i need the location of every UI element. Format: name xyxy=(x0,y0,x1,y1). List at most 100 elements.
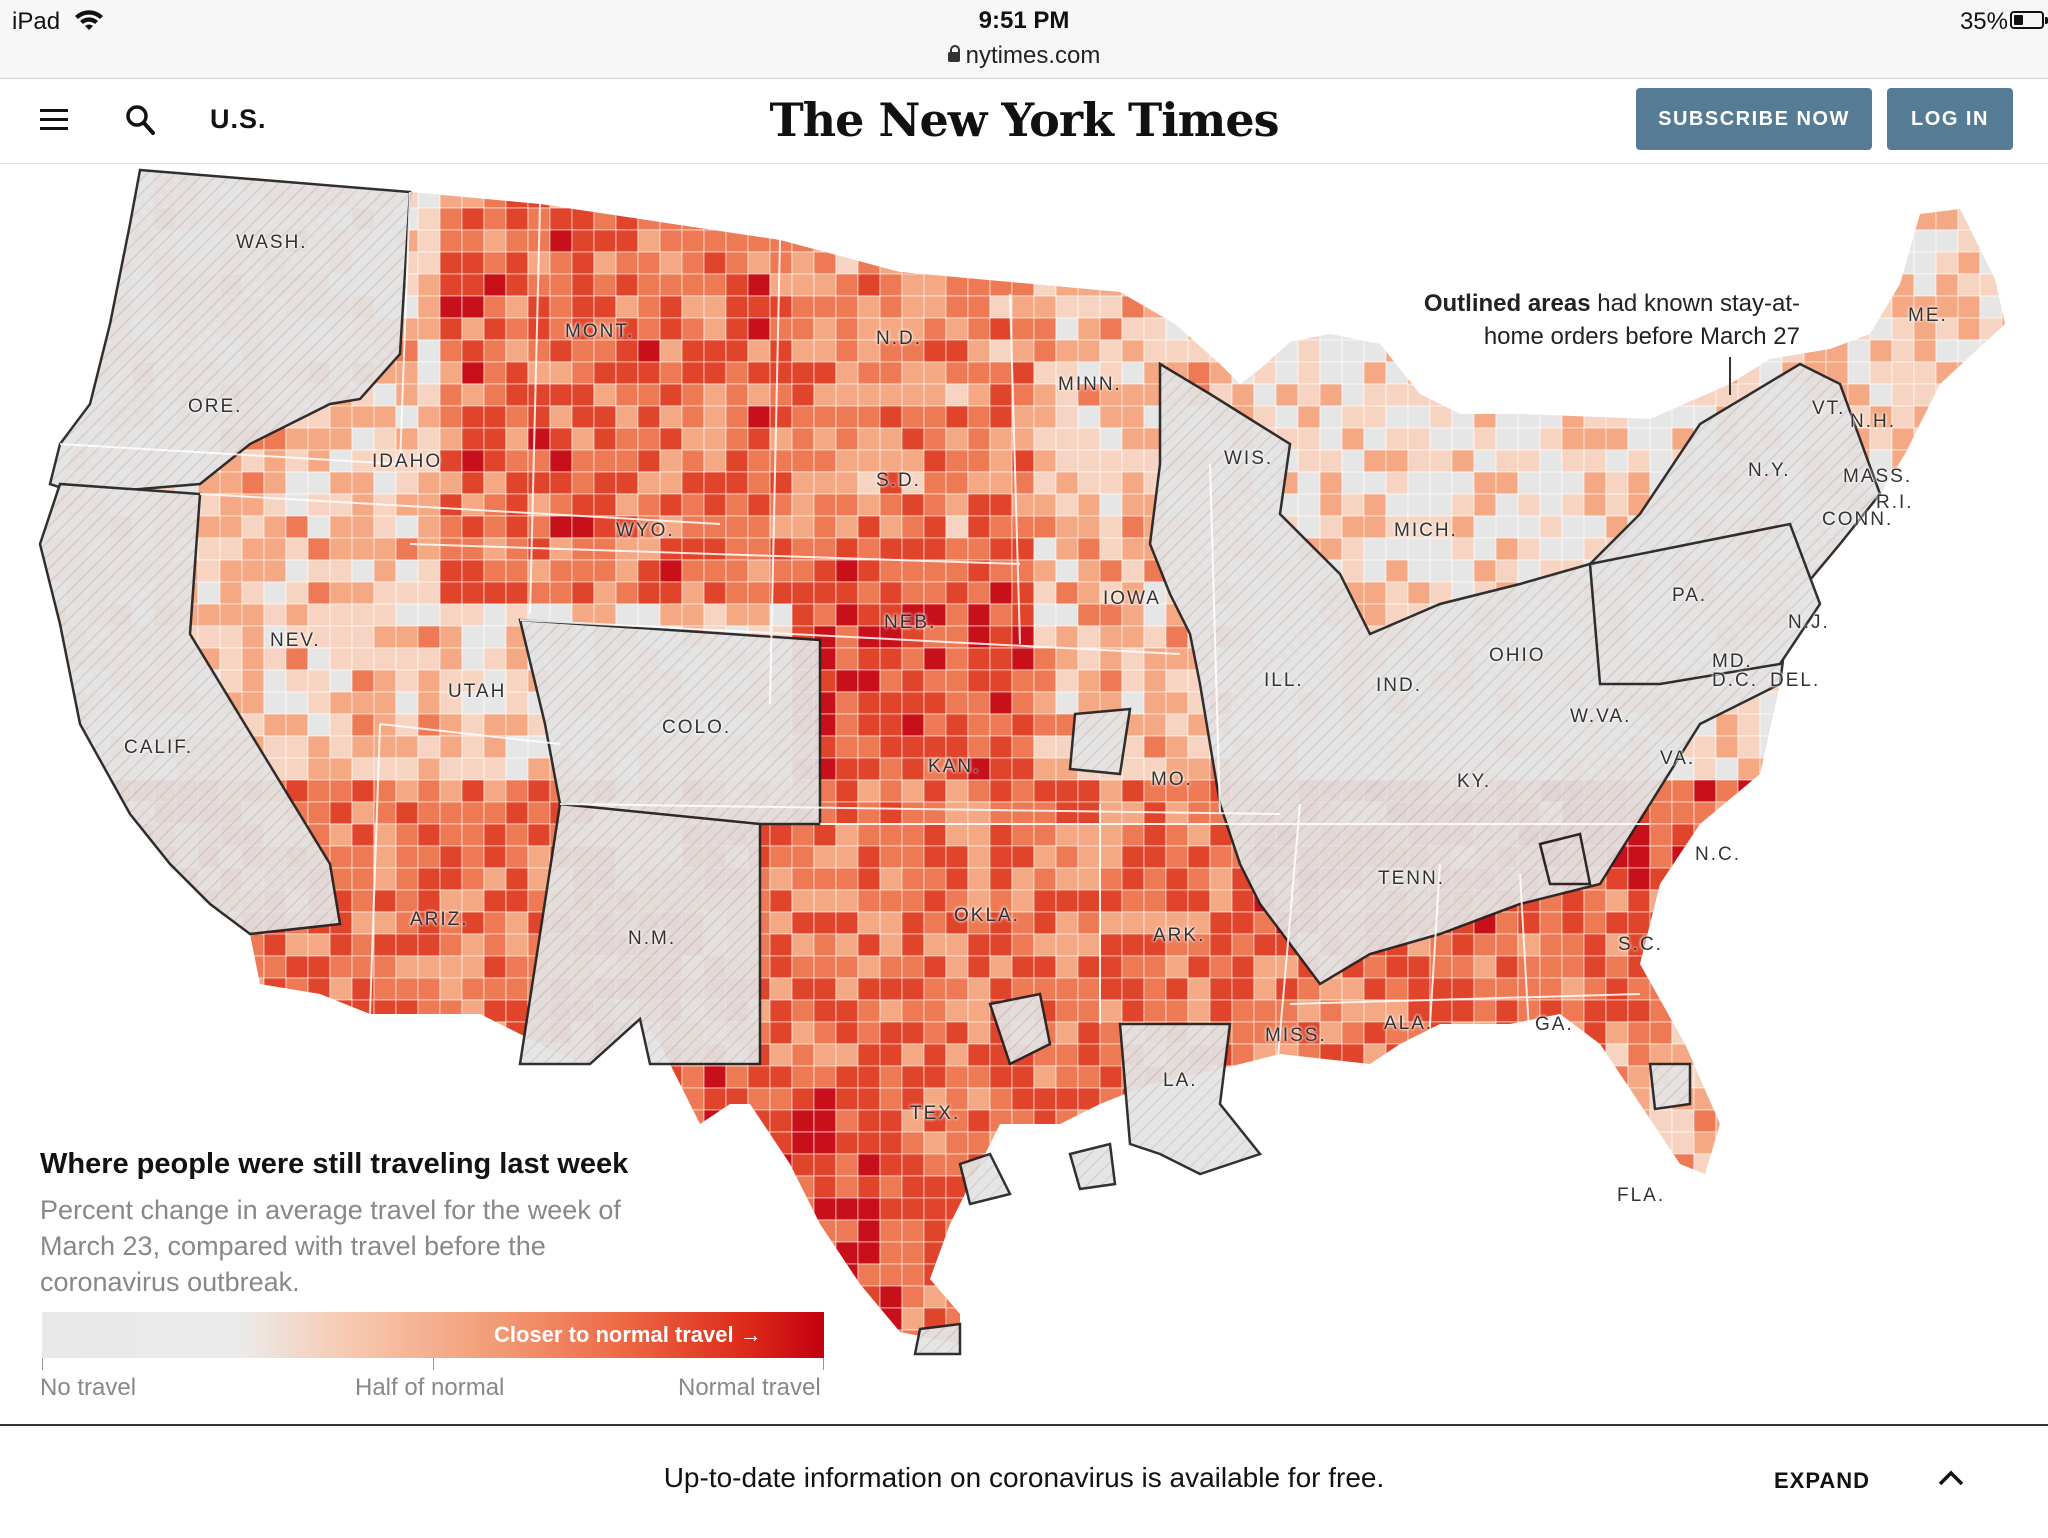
county-cell xyxy=(1011,779,1035,803)
county-cell xyxy=(1825,1021,1849,1045)
county-cell xyxy=(901,823,925,847)
county-cell xyxy=(263,603,287,627)
county-cell xyxy=(637,383,661,407)
county-cell xyxy=(1561,361,1585,385)
county-cell xyxy=(1539,185,1563,209)
county-cell xyxy=(307,1021,331,1045)
county-cell xyxy=(1099,933,1123,957)
county-cell xyxy=(1363,471,1387,495)
county-cell xyxy=(1033,1241,1057,1265)
county-cell xyxy=(1957,295,1981,319)
county-cell xyxy=(549,559,573,583)
county-cell xyxy=(1363,977,1387,1001)
county-cell xyxy=(219,977,243,1001)
county-cell xyxy=(1957,1219,1981,1243)
county-cell xyxy=(43,339,67,363)
county-cell xyxy=(1957,669,1981,693)
county-cell xyxy=(1055,1065,1079,1089)
county-cell xyxy=(725,1285,749,1309)
county-cell xyxy=(1957,471,1981,495)
county-cell xyxy=(1693,1043,1717,1067)
county-cell xyxy=(593,559,617,583)
county-cell xyxy=(945,581,969,605)
county-cell xyxy=(967,1241,991,1265)
county-cell xyxy=(87,185,111,209)
county-cell xyxy=(989,955,1013,979)
county-cell xyxy=(2001,493,2005,517)
nyt-logo[interactable]: The New York Times xyxy=(769,93,1279,147)
county-cell xyxy=(1781,713,1805,737)
county-cell xyxy=(879,427,903,451)
menu-icon[interactable] xyxy=(40,109,68,131)
county-cell xyxy=(1253,1241,1277,1265)
us-map-svg xyxy=(38,168,2046,1356)
county-cell xyxy=(1341,185,1365,209)
county-cell xyxy=(461,867,485,891)
county-cell xyxy=(1077,669,1101,693)
county-cell xyxy=(681,295,705,319)
county-cell xyxy=(813,1263,837,1287)
county-cell xyxy=(791,955,815,979)
county-cell xyxy=(1737,977,1761,1001)
county-cell xyxy=(1099,295,1123,319)
county-cell xyxy=(439,383,463,407)
county-cell xyxy=(2024,868,2046,890)
county-cell xyxy=(1275,1109,1299,1133)
county-cell xyxy=(1517,1263,1541,1287)
subscribe-button[interactable]: SUBSCRIBE NOW xyxy=(1636,88,1872,150)
county-cell xyxy=(791,867,815,891)
county-cell xyxy=(1143,170,1167,187)
county-cell xyxy=(1891,1131,1915,1155)
county-cell xyxy=(1429,559,1453,583)
county-cell xyxy=(681,383,705,407)
address-bar[interactable]: nytimes.com xyxy=(0,42,2048,70)
county-cell xyxy=(1319,1087,1343,1111)
county-cell xyxy=(395,867,419,891)
county-cell xyxy=(439,1087,463,1111)
county-cell xyxy=(43,735,67,759)
county-cell xyxy=(1033,1131,1057,1155)
county-cell xyxy=(1913,625,1937,649)
county-cell xyxy=(549,207,573,231)
county-cell xyxy=(989,207,1013,231)
county-cell xyxy=(1297,317,1321,341)
county-cell xyxy=(1143,669,1167,693)
county-cell xyxy=(1671,251,1695,275)
county-cell xyxy=(1847,537,1871,561)
county-cell xyxy=(637,207,661,231)
county-cell xyxy=(1891,955,1915,979)
county-cell xyxy=(747,1131,771,1155)
section-link[interactable]: U.S. xyxy=(210,104,267,134)
county-cell xyxy=(1781,1285,1805,1309)
county-cell xyxy=(1957,1153,1981,1177)
county-cell xyxy=(65,757,89,781)
login-button[interactable]: LOG IN xyxy=(1887,88,2013,150)
county-cell xyxy=(329,779,353,803)
county-cell xyxy=(2024,604,2046,626)
county-cell xyxy=(1099,1285,1123,1309)
county-cell xyxy=(307,581,331,605)
county-cell xyxy=(1099,977,1123,1001)
county-cell xyxy=(1935,735,1959,759)
county-cell xyxy=(1781,1307,1805,1331)
county-cell xyxy=(263,1043,287,1067)
county-cell xyxy=(967,1219,991,1243)
county-cell xyxy=(1935,449,1959,473)
county-cell xyxy=(1187,867,1211,891)
county-cell xyxy=(1275,295,1299,319)
county-cell xyxy=(1935,493,1959,517)
county-cell xyxy=(769,383,793,407)
search-icon[interactable] xyxy=(124,103,156,137)
county-cell xyxy=(1693,1131,1717,1155)
county-cell xyxy=(2024,1066,2046,1088)
county-cell xyxy=(967,1087,991,1111)
county-cell xyxy=(1451,1285,1475,1309)
county-cell xyxy=(1847,1087,1871,1111)
county-cell xyxy=(1913,515,1937,539)
county-cell xyxy=(1275,1197,1299,1221)
county-cell xyxy=(769,273,793,297)
county-cell xyxy=(1429,405,1453,429)
county-cell xyxy=(395,669,419,693)
county-cell xyxy=(1737,1065,1761,1089)
county-cell xyxy=(1781,229,1805,253)
